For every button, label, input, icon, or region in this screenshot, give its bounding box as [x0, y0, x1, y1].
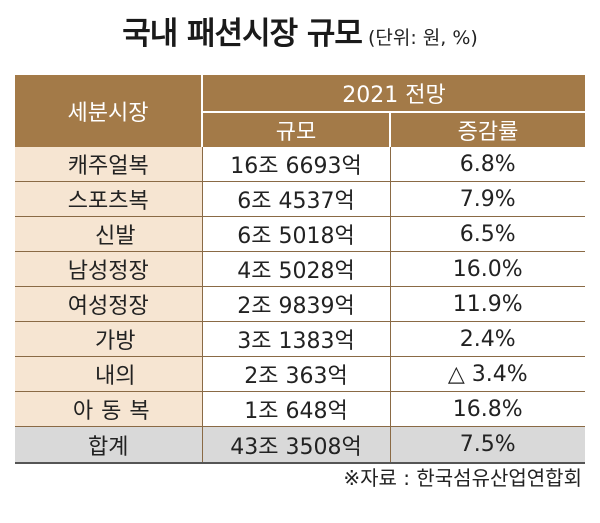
growth-rate: 16.0%: [390, 251, 585, 287]
growth-rate: 11.9%: [390, 286, 585, 322]
market-size: 16조 6693억: [202, 147, 391, 182]
title-row: 국내 패션시장 규모 (단위: 원, %): [0, 8, 600, 66]
total-row: 합계 43조 3508억 7.5%: [15, 426, 585, 464]
table-row: 남성정장 4조 5028억 16.0%: [15, 251, 585, 287]
segment-name: 남성정장: [15, 251, 203, 287]
table-row: 스포츠복 6조 4537억 7.9%: [15, 181, 585, 217]
market-size: 6조 4537억: [202, 181, 391, 217]
table-row: 신발 6조 5018억 6.5%: [15, 216, 585, 252]
segment-name: 여성정장: [15, 286, 203, 322]
segment-name: 내의: [15, 356, 203, 392]
market-size: 2조 9839억: [202, 286, 391, 322]
growth-rate: 6.8%: [390, 147, 585, 182]
table-row: 가방 3조 1383억 2.4%: [15, 321, 585, 357]
header-size: 규모: [202, 112, 391, 147]
header-segment: 세분시장: [15, 75, 203, 147]
market-size: 1조 648억: [202, 391, 391, 427]
table-row: 내의 2조 363억 △ 3.4%: [15, 356, 585, 392]
growth-rate: 2.4%: [390, 321, 585, 357]
table-row: 아동복 1조 648억 16.8%: [15, 391, 585, 427]
total-size: 43조 3508억: [202, 426, 391, 464]
market-size: 6조 5018억: [202, 216, 391, 252]
segment-name: 스포츠복: [15, 181, 203, 217]
growth-rate: 16.8%: [390, 391, 585, 427]
market-size: 4조 5028억: [202, 251, 391, 287]
total-label: 합계: [15, 426, 203, 464]
source-note: ※자료 : 한국섬유산업연합회: [343, 466, 582, 490]
growth-rate: △ 3.4%: [390, 356, 585, 392]
market-size: 3조 1383억: [202, 321, 391, 357]
segment-name: 가방: [15, 321, 203, 357]
unit-label: (단위: 원, %): [367, 27, 478, 49]
growth-rate: 7.9%: [390, 181, 585, 217]
table-row: 여성정장 2조 9839억 11.9%: [15, 286, 585, 322]
table-row: 캐주얼복 16조 6693억 6.8%: [15, 147, 585, 182]
segment-name: 아동복: [15, 391, 203, 427]
market-size-table: 세분시장 2021 전망 규모 증감률 캐주얼복 16조 6693억 6.8% …: [15, 75, 585, 464]
segment-name: 신발: [15, 216, 203, 252]
header-forecast: 2021 전망: [202, 75, 585, 113]
market-size: 2조 363억: [202, 356, 391, 392]
page-title: 국내 패션시장 규모: [122, 16, 363, 52]
growth-rate: 6.5%: [390, 216, 585, 252]
segment-name: 캐주얼복: [15, 147, 203, 182]
total-rate: 7.5%: [390, 426, 585, 464]
header-rate: 증감률: [390, 112, 585, 147]
